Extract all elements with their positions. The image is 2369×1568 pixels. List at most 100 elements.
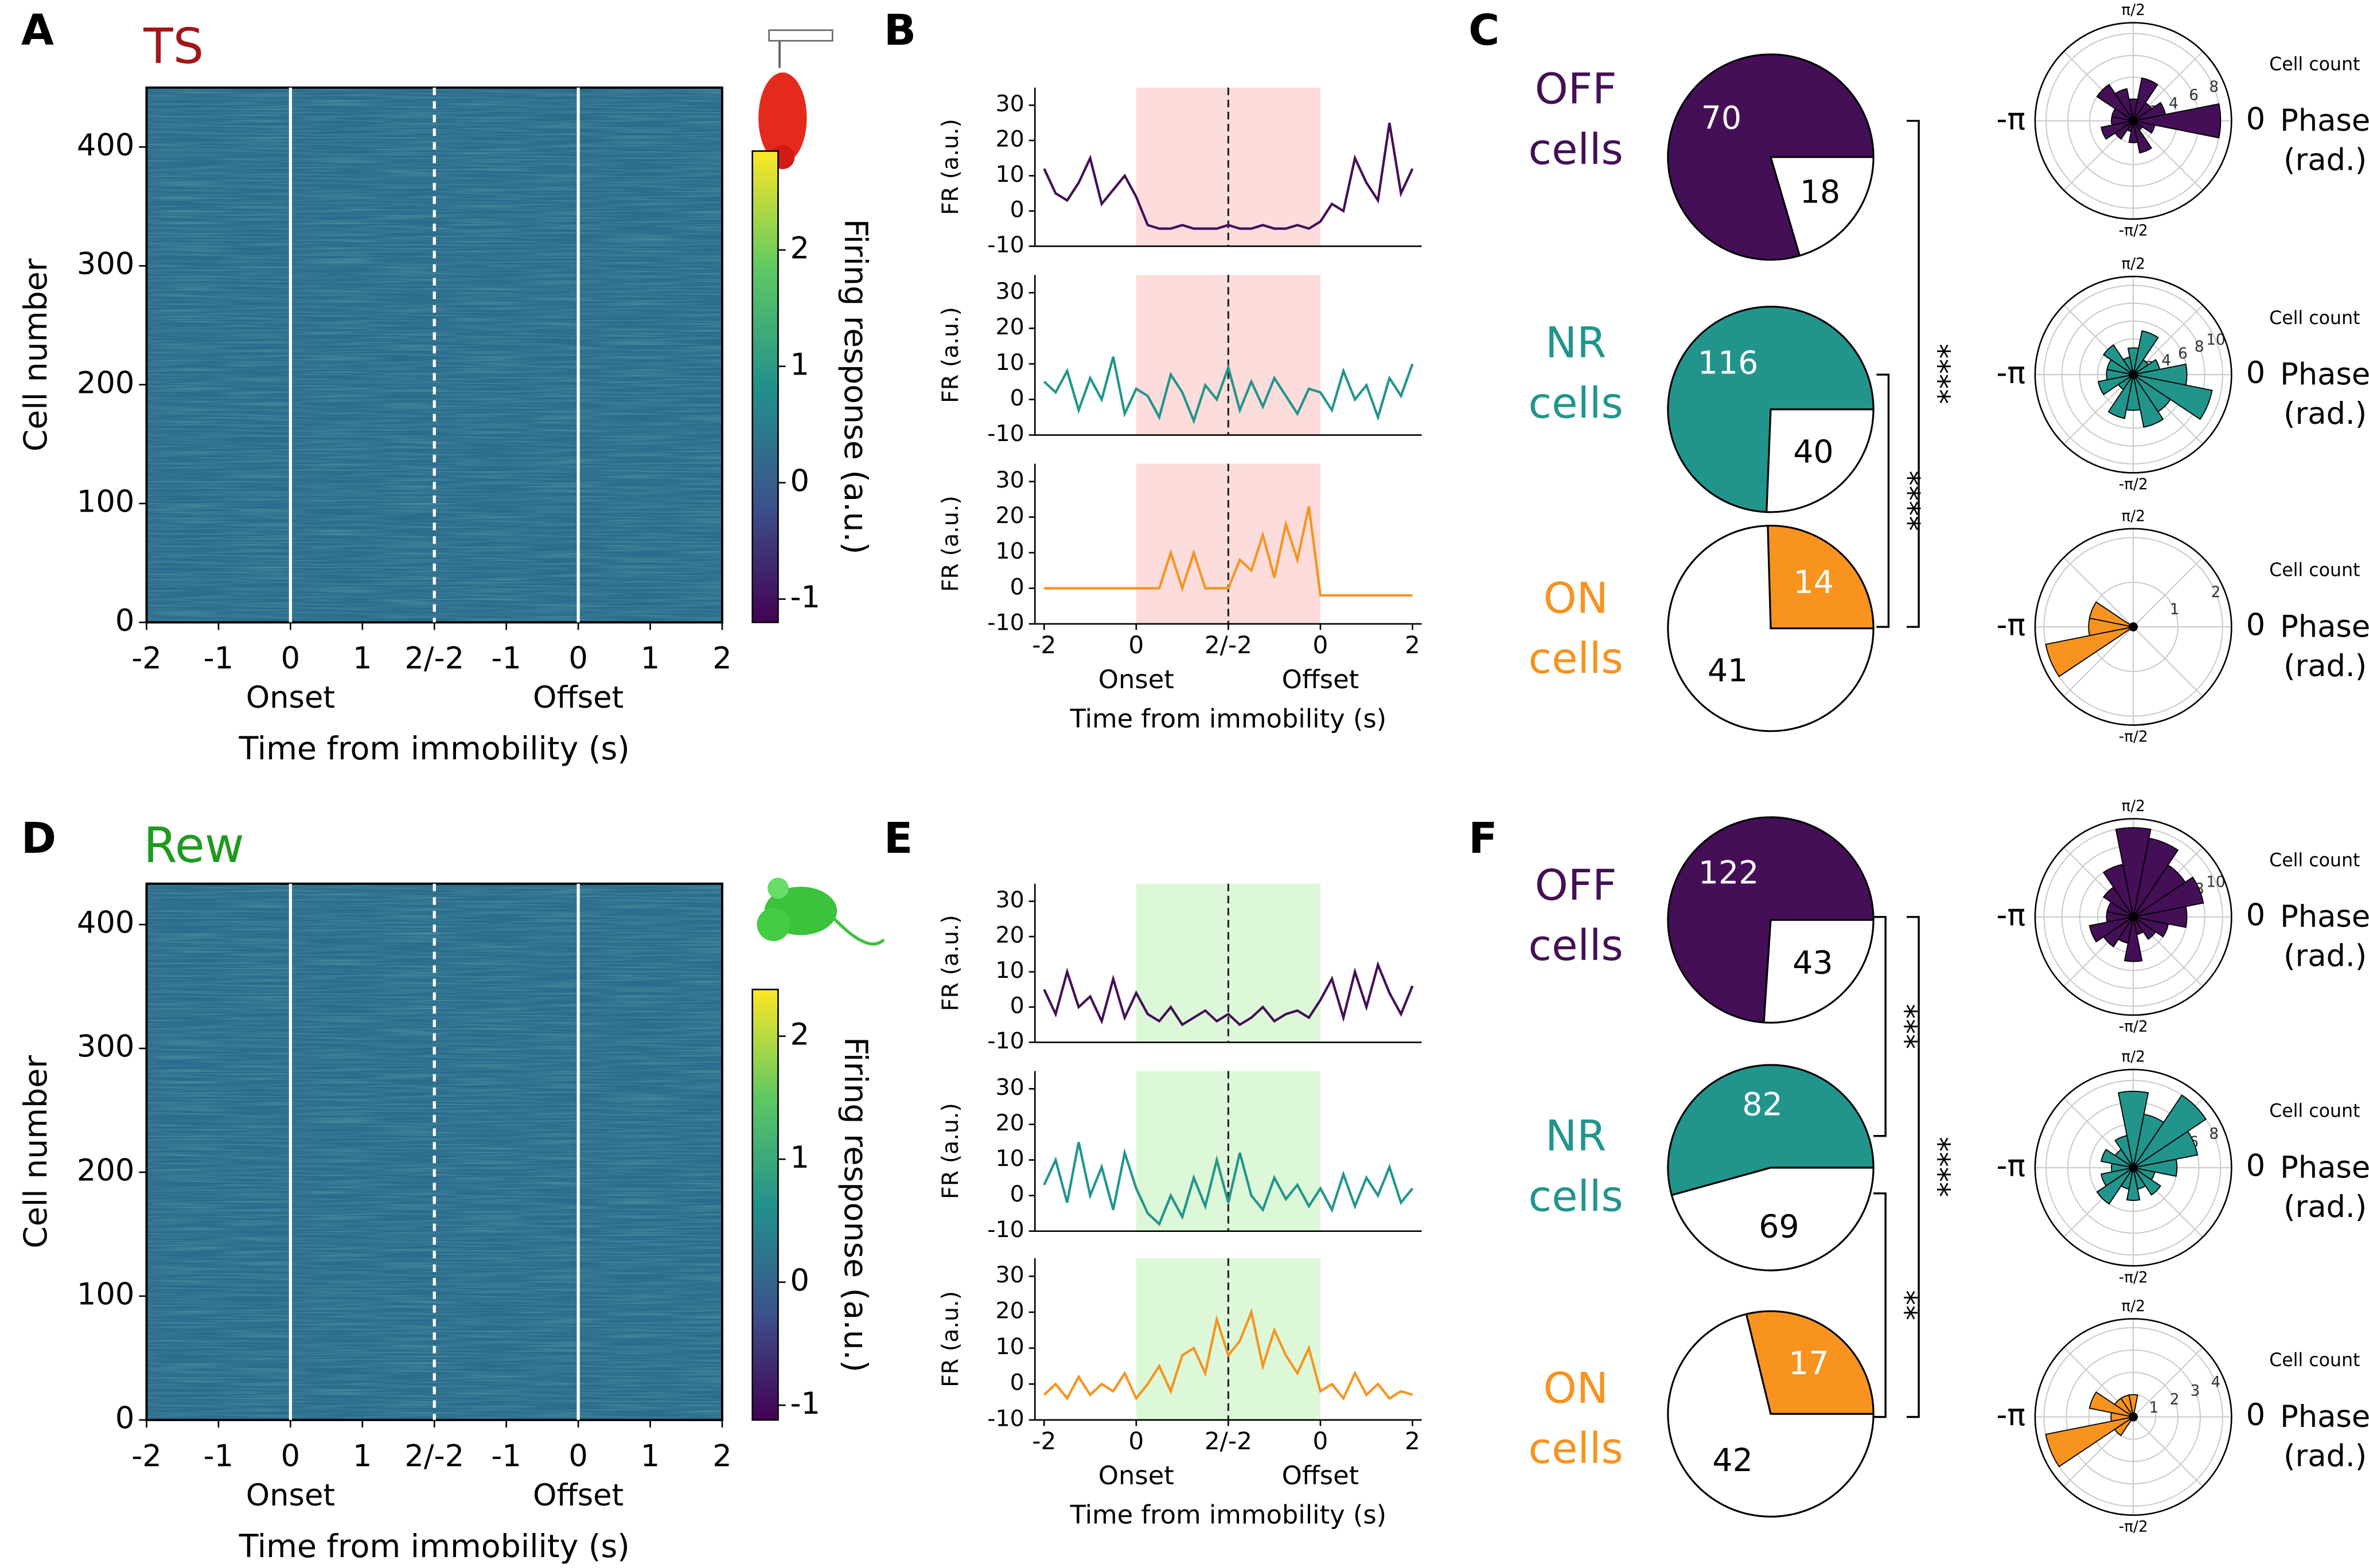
r-tick-label: 4 <box>2169 95 2179 112</box>
polar-bar <box>2133 1167 2161 1196</box>
theta-tick-label: -π/2 <box>2119 1269 2148 1286</box>
theta-tick-label: -π/2 <box>2119 476 2148 493</box>
event-label: Offset <box>533 680 624 715</box>
r-tick-label: 1 <box>2149 1399 2159 1417</box>
y-tick-label: 20 <box>996 1297 1024 1324</box>
polar-bar <box>2133 374 2164 428</box>
r-tick-label: 2 <box>2170 1391 2180 1408</box>
theta-tick-label: π/2 <box>2121 508 2145 525</box>
theta-tick-label: -π <box>1996 1398 2025 1433</box>
theta-axis-label: Phase <box>2280 1399 2369 1434</box>
pie-value-label: 17 <box>1789 1345 1829 1382</box>
y-tick-label: 10 <box>996 957 1024 984</box>
polar-bar <box>2089 601 2134 627</box>
y-tick-label: 10 <box>996 349 1024 376</box>
row-label: cells <box>1529 380 1623 428</box>
y-tick-label: -10 <box>987 609 1024 635</box>
y-tick-label: 30 <box>996 1262 1024 1288</box>
r-tick-label: 8 <box>2209 1125 2219 1142</box>
colorbar-tick-label: 1 <box>790 1140 810 1175</box>
y-tick-label: -10 <box>987 232 1024 258</box>
row-label: cells <box>1529 922 1623 970</box>
polar-bar <box>2126 1167 2141 1202</box>
x-tick-label: 0 <box>568 1438 588 1473</box>
y-tick-label: 30 <box>996 278 1024 305</box>
x-tick-label: 2 <box>1405 1427 1420 1455</box>
event-label: Offset <box>1282 664 1359 695</box>
event-label: Onset <box>246 1478 335 1513</box>
x-tick-label: -2 <box>131 1438 162 1473</box>
theta-axis-label: Phase <box>2280 1150 2369 1185</box>
polar-bar <box>2107 374 2134 419</box>
pie-slice <box>1670 1167 1875 1271</box>
y-tick-label: -10 <box>987 1405 1024 1432</box>
rew-mouse-icon <box>757 877 885 946</box>
firing-rate-trace <box>1043 356 1414 424</box>
polar-spoke <box>2063 626 2134 697</box>
polar-center <box>2129 912 2138 922</box>
r-tick-label: 2 <box>2211 584 2221 601</box>
pie-slice <box>1763 919 1875 1024</box>
y-axis-label: FR (a.u.) <box>937 119 964 215</box>
y-tick-label: 30 <box>996 467 1024 493</box>
r-axis-label: Cell count <box>2269 850 2360 871</box>
pie-value-label: 82 <box>1742 1087 1782 1124</box>
y-tick-label: -10 <box>987 1216 1024 1243</box>
panel-title: Rew <box>143 817 244 873</box>
theta-tick-label: -π/2 <box>2119 728 2148 746</box>
theta-tick-label: 0 <box>2246 898 2266 933</box>
y-tick-label: 20 <box>996 1110 1024 1136</box>
row-label: cells <box>1529 126 1623 174</box>
polar-frame <box>2034 528 2232 726</box>
firing-rate-trace <box>1043 122 1414 230</box>
polar-frame <box>2034 275 2232 474</box>
panel-letter: E <box>884 814 913 863</box>
theta-tick-label: -π/2 <box>2119 222 2148 239</box>
polar-center <box>2129 370 2138 380</box>
pie-value-label: 43 <box>1793 945 1833 982</box>
r-tick-label: 8 <box>2195 338 2204 356</box>
theta-axis-label: (rad.) <box>2284 939 2367 974</box>
event-label: Offset <box>1282 1460 1359 1491</box>
y-tick-label: 100 <box>77 1277 135 1312</box>
y-tick-label: 300 <box>77 247 135 282</box>
theta-tick-label: -π <box>1996 608 2025 643</box>
row-label: OFF <box>1535 861 1617 910</box>
y-tick-label: 0 <box>1010 385 1024 411</box>
polar-bar <box>2111 108 2134 122</box>
polar-spoke <box>2133 557 2203 627</box>
y-tick-label: -10 <box>987 1028 1024 1054</box>
significance-label: ** <box>1888 1290 1923 1320</box>
polar-bar <box>2096 84 2134 122</box>
polar-bar <box>2114 120 2134 140</box>
x-tick-label: 1 <box>353 1438 372 1473</box>
colorbar-tick-label: -1 <box>790 580 821 615</box>
polar-bar <box>2089 916 2134 943</box>
polar-bar <box>2114 1416 2134 1437</box>
y-tick-label: 30 <box>996 1074 1024 1101</box>
colorbar-tick-label: -1 <box>790 1386 821 1421</box>
significance-label: **** <box>1921 344 1956 404</box>
y-axis-label: FR (a.u.) <box>937 1103 964 1199</box>
polar-grid-circle <box>2066 1349 2201 1485</box>
x-axis-label: Time from immobility (s) <box>239 731 630 767</box>
x-tick-label: 0 <box>568 641 588 676</box>
pie-value-label: 42 <box>1712 1442 1752 1479</box>
theta-tick-label: π/2 <box>2121 255 2145 272</box>
significance-label: **** <box>1921 1137 1956 1197</box>
x-tick-label: 1 <box>641 641 660 676</box>
y-axis-label: Cell number <box>18 258 54 451</box>
row-label: ON <box>1544 1364 1608 1413</box>
row-label: cells <box>1529 1425 1623 1473</box>
theta-tick-label: -π <box>1996 356 2025 391</box>
polar-bar <box>2133 358 2160 376</box>
x-tick-label: -2 <box>1032 631 1056 659</box>
polar-center <box>2129 622 2138 631</box>
x-tick-label: -1 <box>204 1438 234 1473</box>
y-tick-label: 10 <box>996 538 1024 564</box>
polar-bar <box>2097 374 2134 396</box>
polar-center <box>2129 116 2138 126</box>
colorbar-label: Firing response (a.u.) <box>837 219 874 555</box>
polar-bar <box>2115 827 2152 917</box>
